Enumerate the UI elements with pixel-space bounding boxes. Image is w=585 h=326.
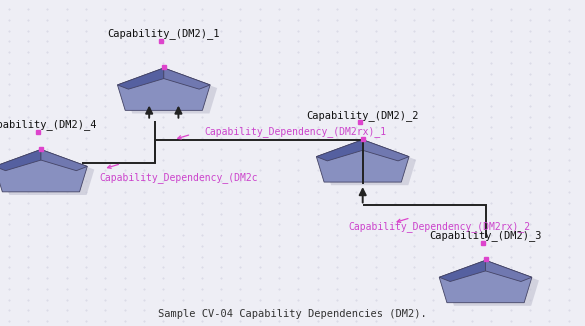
Text: Sample CV-04 Capability Dependencies (DM2).: Sample CV-04 Capability Dependencies (DM… [158, 309, 427, 319]
Polygon shape [118, 68, 210, 110]
Polygon shape [164, 68, 210, 89]
Polygon shape [0, 149, 41, 171]
Text: Capability_(DM2)_2: Capability_(DM2)_2 [307, 110, 419, 121]
Text: Capability_(DM2)_4: Capability_(DM2)_4 [0, 120, 97, 130]
Text: Capability_(DM2)_3: Capability_(DM2)_3 [429, 230, 542, 241]
Polygon shape [439, 260, 486, 281]
Polygon shape [446, 263, 539, 306]
Text: Capability_Dependency_(DM2rx)_1: Capability_Dependency_(DM2rx)_1 [205, 126, 387, 138]
Text: Capability_Dependency_(DM2c: Capability_Dependency_(DM2c [99, 172, 258, 183]
Polygon shape [324, 143, 416, 185]
Polygon shape [486, 260, 532, 281]
Polygon shape [0, 149, 87, 192]
Polygon shape [316, 140, 363, 161]
Text: Capability_Dependency_(DM2rx)_2: Capability_Dependency_(DM2rx)_2 [348, 221, 530, 232]
Polygon shape [118, 68, 164, 89]
Polygon shape [125, 71, 217, 113]
Polygon shape [41, 149, 87, 171]
Text: Capability_(DM2)_1: Capability_(DM2)_1 [108, 28, 220, 39]
Polygon shape [439, 260, 532, 303]
Polygon shape [2, 153, 94, 195]
Polygon shape [363, 140, 409, 161]
Polygon shape [316, 140, 409, 182]
